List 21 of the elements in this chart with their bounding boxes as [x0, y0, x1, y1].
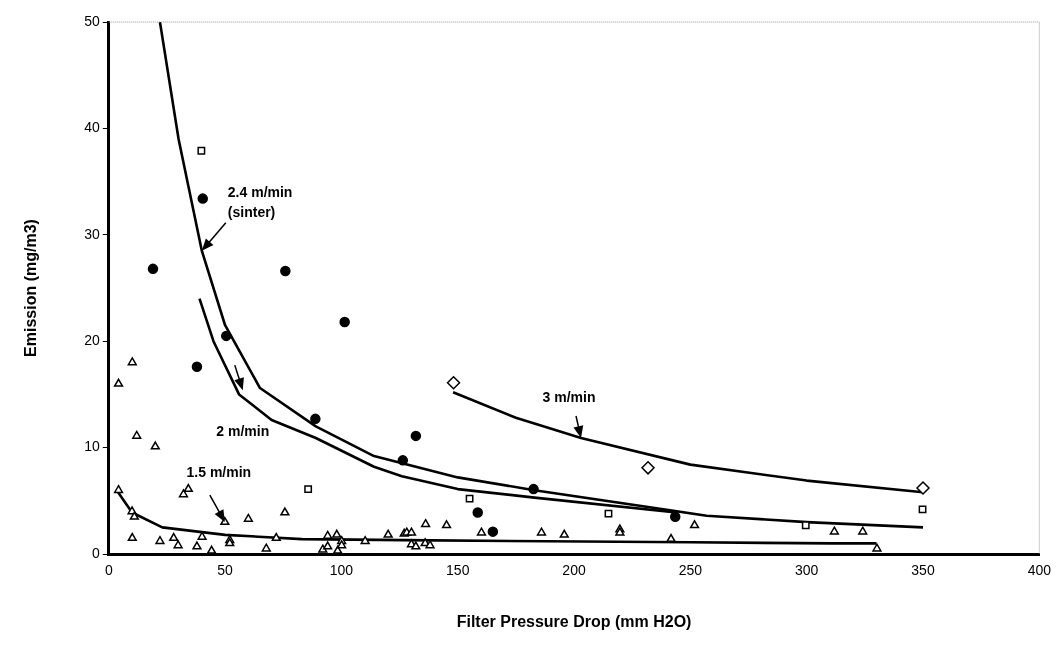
y-tick-label: 40: [84, 119, 100, 136]
x-tick-label: 400: [1027, 562, 1052, 579]
x-tick-label: 350: [911, 562, 935, 579]
x-tick-label: 150: [446, 562, 470, 579]
y-tick-label: 0: [91, 544, 100, 561]
annotation: 3 m/min: [542, 388, 596, 405]
y-tick-label: 20: [84, 332, 100, 349]
annotation: 2.4 m/min (sinter): [227, 183, 293, 220]
y-tick-label: 10: [84, 438, 100, 455]
x-tick-label: 100: [329, 562, 354, 579]
annotation: 1.5 m/min: [186, 463, 252, 480]
x-tick-label: 0: [104, 562, 113, 579]
y-tick-label: 50: [84, 12, 100, 29]
y-tick-label: 30: [84, 225, 100, 242]
y-axis-title: Emission (mg/m3): [22, 219, 40, 357]
x-tick-label: 300: [795, 562, 819, 579]
x-tick-label: 50: [217, 562, 234, 579]
x-axis-title: Filter Pressure Drop (mm H2O): [456, 612, 692, 630]
x-tick-label: 200: [562, 562, 586, 579]
annotation: 2 m/min: [216, 423, 270, 439]
x-tick-label: 250: [678, 562, 703, 579]
